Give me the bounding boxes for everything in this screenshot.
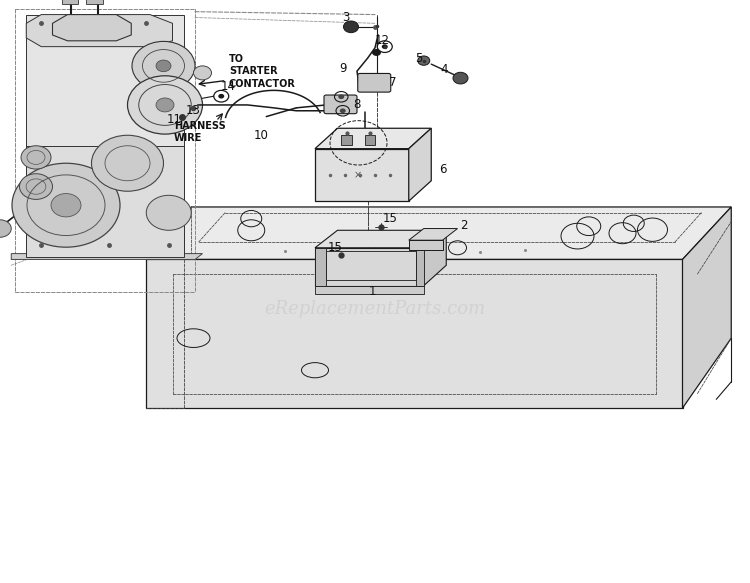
Polygon shape [315, 248, 424, 286]
Text: eReplacementParts.com: eReplacementParts.com [264, 300, 486, 318]
Circle shape [92, 135, 164, 191]
Circle shape [0, 220, 11, 237]
Polygon shape [53, 15, 131, 41]
Circle shape [156, 60, 171, 72]
Circle shape [418, 56, 430, 65]
Text: 13: 13 [186, 104, 201, 117]
Text: ×: × [354, 170, 362, 180]
Text: 7: 7 [388, 76, 396, 89]
Circle shape [51, 194, 81, 217]
Text: 15: 15 [328, 241, 343, 254]
Polygon shape [315, 149, 409, 201]
Circle shape [146, 195, 191, 230]
Circle shape [20, 174, 53, 199]
Text: 2: 2 [460, 219, 467, 231]
Circle shape [340, 108, 346, 113]
Polygon shape [416, 248, 424, 286]
Circle shape [344, 21, 358, 33]
Polygon shape [315, 230, 446, 248]
Text: 9: 9 [339, 62, 346, 75]
Polygon shape [315, 286, 424, 294]
Circle shape [21, 146, 51, 169]
Polygon shape [315, 128, 431, 149]
Text: HARNESS
WIRE: HARNESS WIRE [174, 121, 226, 143]
Text: 11: 11 [166, 113, 182, 126]
Text: TO
STARTER
CONTACTOR: TO STARTER CONTACTOR [229, 54, 296, 89]
Circle shape [338, 94, 344, 99]
Text: 10: 10 [254, 129, 268, 142]
Circle shape [194, 66, 211, 80]
Circle shape [156, 98, 174, 112]
Text: 14: 14 [220, 80, 236, 93]
Polygon shape [146, 207, 731, 259]
Text: 5: 5 [415, 52, 422, 65]
Text: 3: 3 [342, 11, 350, 24]
Bar [341, 135, 352, 145]
Text: 4: 4 [440, 64, 448, 76]
Bar [86, 0, 103, 4]
Polygon shape [146, 259, 683, 408]
Polygon shape [409, 229, 458, 240]
Bar [364, 135, 375, 145]
Polygon shape [26, 15, 184, 257]
Circle shape [453, 72, 468, 84]
Text: 1: 1 [369, 285, 376, 298]
Polygon shape [409, 128, 431, 201]
Circle shape [128, 76, 202, 134]
Polygon shape [424, 230, 446, 286]
Polygon shape [682, 207, 731, 408]
FancyBboxPatch shape [358, 73, 391, 92]
Circle shape [218, 94, 224, 99]
Text: 15: 15 [382, 212, 398, 225]
FancyBboxPatch shape [324, 95, 357, 114]
Polygon shape [26, 15, 172, 47]
Polygon shape [11, 254, 202, 259]
Circle shape [132, 41, 195, 90]
Circle shape [382, 44, 388, 49]
Text: 6: 6 [439, 163, 446, 175]
Bar [62, 0, 78, 4]
Circle shape [12, 163, 120, 247]
Polygon shape [26, 146, 184, 257]
Polygon shape [409, 240, 442, 250]
Text: 12: 12 [375, 34, 390, 47]
Text: 8: 8 [353, 99, 361, 111]
Polygon shape [315, 248, 326, 286]
Circle shape [372, 49, 381, 56]
